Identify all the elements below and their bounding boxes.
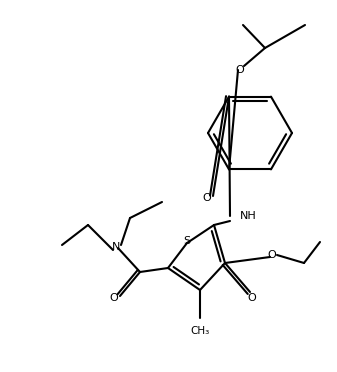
Text: O: O <box>248 293 256 303</box>
Text: N: N <box>112 242 120 252</box>
Text: CH₃: CH₃ <box>190 326 210 336</box>
Text: O: O <box>236 65 244 75</box>
Text: O: O <box>268 250 276 260</box>
Text: NH: NH <box>240 211 257 221</box>
Text: O: O <box>110 293 118 303</box>
Text: O: O <box>203 193 211 203</box>
Text: S: S <box>183 236 190 246</box>
